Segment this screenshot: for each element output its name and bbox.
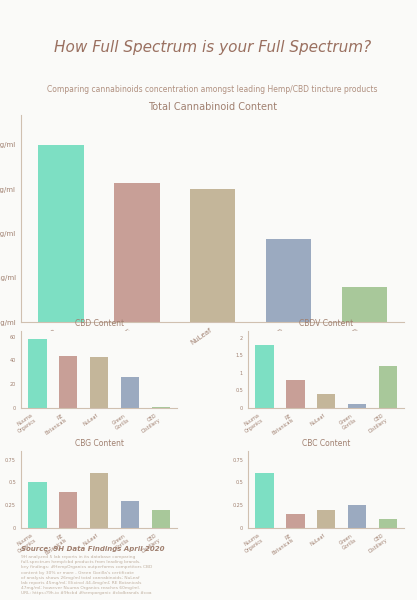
- Text: Comparing cannabinoids concentration amongst leading Hemp/CBD tincture products: Comparing cannabinoids concentration amo…: [48, 85, 378, 94]
- Bar: [255, 473, 274, 528]
- Bar: [59, 356, 78, 408]
- Bar: [190, 189, 236, 322]
- Bar: [90, 473, 108, 528]
- Title: CBDV Content: CBDV Content: [299, 319, 353, 328]
- Bar: [342, 287, 387, 322]
- Bar: [121, 500, 139, 528]
- Bar: [152, 510, 170, 528]
- Bar: [114, 183, 160, 322]
- Text: How Full Spectrum is your Full Spectrum?: How Full Spectrum is your Full Spectrum?: [54, 40, 371, 55]
- Bar: [379, 519, 397, 528]
- Bar: [317, 394, 336, 408]
- Bar: [90, 357, 108, 408]
- Bar: [286, 514, 304, 528]
- Bar: [28, 482, 47, 528]
- Bar: [121, 377, 139, 408]
- Bar: [286, 380, 304, 408]
- Title: CBD Content: CBD Content: [75, 319, 124, 328]
- Text: Source: 9H Data Findings April 2020: Source: 9H Data Findings April 2020: [21, 546, 164, 552]
- Title: CBG Content: CBG Content: [75, 439, 124, 448]
- Text: 9H analyzed 5 lab reports in its database comparing
full-spectrum hemp/cbd produ: 9H analyzed 5 lab reports in its databas…: [21, 555, 152, 595]
- Bar: [255, 344, 274, 408]
- Bar: [348, 505, 367, 528]
- Bar: [28, 339, 47, 408]
- Title: CBC Content: CBC Content: [302, 439, 350, 448]
- Bar: [379, 366, 397, 408]
- Bar: [317, 510, 336, 528]
- Title: Total Cannabinoid Content: Total Cannabinoid Content: [148, 101, 277, 112]
- Bar: [266, 239, 311, 322]
- Bar: [348, 404, 367, 408]
- Bar: [59, 491, 78, 528]
- Bar: [38, 145, 84, 322]
